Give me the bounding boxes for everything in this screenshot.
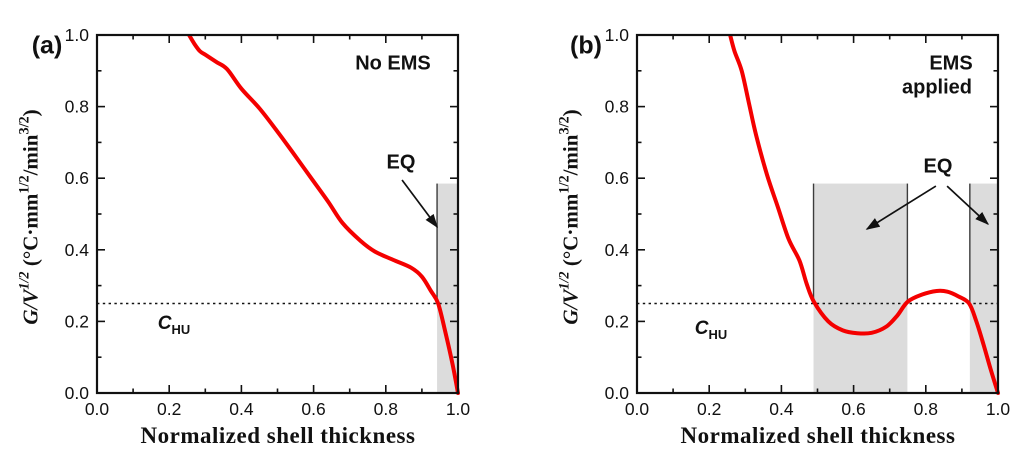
label-part: (°C·mm — [558, 193, 583, 272]
axis-ticks — [96, 34, 459, 394]
x-tick-label: 1.0 — [446, 399, 471, 419]
eq-arrow — [946, 185, 989, 226]
label-part: 3/2 — [16, 116, 33, 135]
panel-a: 0.0 0.2 0.4 0.6 0.8 1.0 0.0 0.2 0.4 0.6 0.8 1.0 — [65, 25, 471, 419]
label-part: ) — [18, 109, 43, 117]
chu-threshold-label-panel-b: CHU — [694, 318, 728, 342]
eq-region — [969, 183, 998, 393]
label-part: C — [157, 313, 172, 334]
x-tick-label: 0.2 — [157, 399, 181, 419]
label-part: G/V — [18, 289, 43, 325]
no-ems-label: No EMS — [355, 52, 431, 75]
panel-b-letter: (b) — [570, 31, 602, 60]
x-tick-label: 0.0 — [85, 399, 110, 419]
label-part: (°C·mm — [18, 193, 43, 272]
gv-curve — [187, 35, 460, 395]
x-axis-title-panel-b: Normalized shell thickness — [680, 423, 956, 448]
panel-b: 0.0 0.2 0.4 0.6 0.8 1.0 0.0 0.2 0.4 0.6 0.8 1.0 — [605, 25, 1011, 419]
label-part: /min — [558, 134, 583, 176]
y-tick-label: 0.8 — [65, 97, 89, 117]
label-part: 1/2 — [16, 271, 33, 290]
eq-label-panel-a: EQ — [386, 151, 416, 174]
label-part: 1/2 — [556, 175, 573, 194]
x-tick-label: 0.0 — [625, 399, 650, 419]
y-tick-label: 0.8 — [605, 97, 629, 117]
label-part: ) — [558, 109, 583, 117]
eq-region — [813, 183, 908, 393]
label-part: 3/2 — [556, 116, 573, 135]
y-tick-label: 0.0 — [65, 383, 90, 403]
y-tick-label: 0.0 — [605, 383, 630, 403]
y-axis-title-panel-a: G/V1/2 (°C·mm1/2/min3/2) — [16, 109, 44, 325]
label-part: 1/2 — [16, 175, 33, 194]
label-part: G/V — [558, 289, 583, 325]
x-tick-label: 0.8 — [374, 399, 398, 419]
x-tick-label: 1.0 — [986, 399, 1011, 419]
x-tick-label: 0.4 — [769, 399, 794, 419]
chu-threshold-label-panel-a: CHU — [157, 313, 191, 337]
plot-frame — [95, 33, 460, 395]
y-axis-title-panel-b: G/V1/2 (°C·mm1/2/min3/2) — [556, 109, 584, 325]
y-tick-label: 0.4 — [605, 240, 630, 260]
gv-curve — [728, 35, 1000, 395]
x-axis-title-panel-a: Normalized shell thickness — [140, 423, 416, 448]
y-tick-label: 1.0 — [65, 25, 90, 45]
y-tick-label: 0.2 — [605, 311, 629, 331]
eq-arrow — [401, 179, 438, 229]
label-part: C — [694, 318, 709, 339]
ems-applied-label-line1: EMS — [929, 52, 973, 75]
label-part: HU — [171, 321, 191, 337]
label-part: 1/2 — [556, 271, 573, 290]
x-tick-label: 0.8 — [914, 399, 938, 419]
x-tick-label: 0.4 — [229, 399, 254, 419]
y-tick-label: 1.0 — [605, 25, 630, 45]
eq-region — [437, 183, 458, 393]
label-part: HU — [708, 326, 728, 342]
panel-a-letter: (a) — [31, 31, 63, 60]
label-part: /min — [18, 134, 43, 176]
y-tick-label: 0.4 — [65, 240, 90, 260]
eq-label-panel-b: EQ — [923, 155, 953, 178]
y-tick-label: 0.2 — [65, 311, 89, 331]
y-tick-label: 0.6 — [65, 168, 89, 188]
x-tick-label: 0.6 — [841, 399, 865, 419]
axis-ticks — [636, 34, 999, 394]
x-tick-label: 0.2 — [697, 399, 721, 419]
eq-arrow — [865, 185, 937, 230]
y-tick-label: 0.6 — [605, 168, 629, 188]
x-tick-label: 0.6 — [301, 399, 325, 419]
ems-applied-label-line2: applied — [901, 76, 973, 99]
